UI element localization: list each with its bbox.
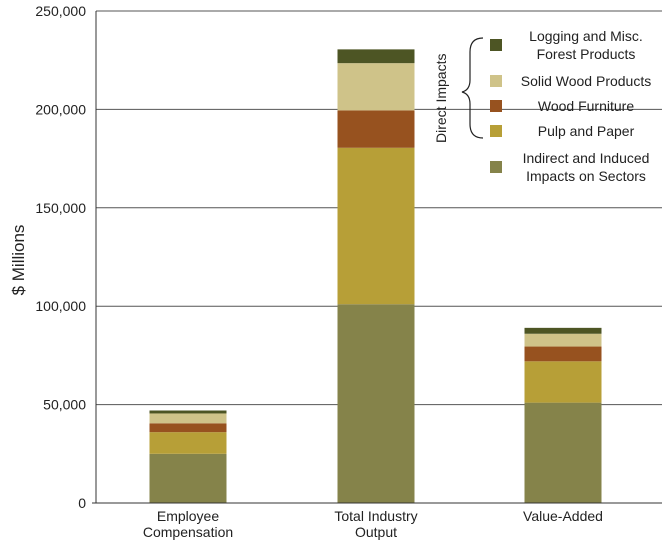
bar-segment [149,453,227,503]
legend-swatch [490,161,502,173]
x-category-label: Output [355,524,397,540]
legend-swatch [490,100,502,112]
legend-label: Indirect and Induced [523,150,650,166]
bar-segment [524,333,602,347]
bar-segment [524,402,602,503]
bar-segment [149,410,227,414]
x-category-label: Employee [157,508,219,524]
bar-segment [337,110,415,148]
legend-label: Impacts on Sectors [526,168,646,184]
legend-bracket-label: Direct Impacts [433,54,449,143]
bar-segment [524,346,602,362]
legend-label: Logging and Misc. [529,28,643,44]
bar-segment [337,147,415,305]
bar-segment [337,49,415,64]
bar-segment [149,413,227,424]
bars [149,49,602,503]
y-tick-label: 100,000 [35,298,86,314]
bar-segment [524,361,602,403]
bar-segment [524,327,602,334]
y-tick-label: 50,000 [43,397,86,413]
y-tick-label: 200,000 [35,101,86,117]
y-tick-label: 0 [78,495,86,511]
legend-swatch [490,39,502,51]
legend-label: Pulp and Paper [538,123,635,139]
x-category-label: Compensation [143,524,233,540]
y-tick-label: 150,000 [35,200,86,216]
x-category-label: Value-Added [523,508,603,524]
x-category-label: Total Industry [334,508,417,524]
legend-label: Solid Wood Products [521,73,651,89]
y-axis-label: $ Millions [9,225,28,296]
y-tick-label: 250,000 [35,3,86,19]
bar-segment [149,432,227,454]
legend-swatch [490,75,502,87]
axes: 0 50,000 100,000 150,000 200,000 250,000 Emplo… [35,3,662,540]
legend-label: Forest Products [537,46,636,62]
bar-segment [337,304,415,503]
legend-bracket [461,37,484,139]
bar-segment [337,63,415,111]
legend-label: Wood Furniture [538,98,634,114]
legend-swatch [490,125,502,137]
legend: Direct Impacts Logging and Misc. Forest P… [433,28,651,184]
bar-segment [149,423,227,433]
